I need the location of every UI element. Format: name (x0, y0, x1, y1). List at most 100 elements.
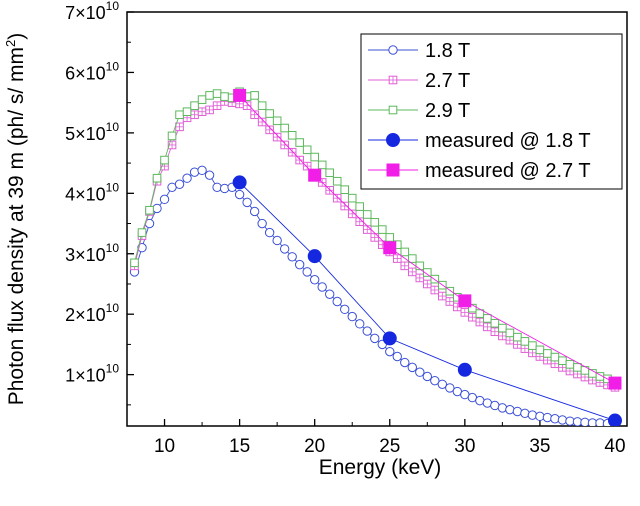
data-point (242, 197, 252, 208)
data-point (512, 406, 523, 417)
data-point (445, 383, 455, 393)
data-point (317, 282, 327, 292)
data-point (190, 110, 199, 120)
data-point (287, 147, 297, 157)
data-point (422, 371, 433, 382)
data-point (205, 91, 214, 100)
data-point (220, 92, 229, 101)
data-point (137, 228, 147, 237)
data-point (175, 122, 184, 132)
data-point (475, 309, 485, 318)
data-point (257, 218, 267, 229)
data-point (505, 335, 515, 345)
data-point (272, 116, 282, 126)
data-point (423, 279, 432, 289)
x-tick-label: 25 (379, 436, 400, 457)
data-point (528, 348, 537, 358)
data-point (182, 173, 192, 183)
data-point (535, 345, 545, 355)
data-point (257, 101, 267, 110)
data-point (475, 317, 485, 327)
data-point (130, 258, 139, 268)
data-point (265, 109, 274, 118)
y-axis-label: Photon flux density at 39 m (ph/ s/ mm2) (3, 33, 28, 406)
axis-ticks: 10 15 20 25 30 35 40 1×1010 2×1010 3×1010 4×1010 5×… (65, 0, 625, 457)
data-point (355, 202, 365, 211)
data-point (608, 376, 622, 390)
data-point (392, 254, 402, 263)
data-point (550, 414, 560, 424)
data-point (385, 233, 395, 242)
legend-swatch-marker (388, 45, 398, 55)
x-tick-label: 15 (229, 436, 250, 457)
series-4 (233, 88, 622, 390)
data-point (340, 185, 350, 194)
data-point (272, 235, 282, 246)
data-point (558, 356, 567, 366)
data-point (430, 375, 440, 386)
data-point (302, 267, 312, 277)
data-point (362, 225, 372, 234)
data-point (400, 247, 410, 257)
data-point (295, 138, 304, 147)
data-point (377, 225, 387, 234)
data-point (212, 101, 222, 110)
data-point (295, 155, 304, 165)
data-point (407, 254, 417, 263)
data-point (232, 175, 247, 190)
data-point (264, 227, 275, 238)
data-point (279, 244, 290, 254)
data-point (287, 252, 297, 262)
data-point (250, 91, 259, 100)
data-point (174, 179, 185, 189)
data-point (415, 273, 425, 283)
data-point (468, 303, 477, 313)
data-point (520, 337, 530, 346)
data-point (205, 105, 214, 115)
x-tick-label: 35 (529, 436, 550, 457)
data-point (332, 176, 342, 186)
data-point (400, 357, 410, 368)
data-point (370, 233, 380, 242)
series-0 (129, 165, 620, 426)
data-point (212, 182, 222, 192)
data-point (382, 331, 397, 346)
data-point (280, 123, 289, 133)
data-point (332, 296, 342, 307)
data-point (505, 328, 515, 338)
data-point (340, 304, 350, 315)
data-point (325, 289, 335, 299)
data-point (189, 167, 200, 177)
legend-label: 2.7 T (425, 70, 470, 92)
data-point (513, 340, 522, 349)
y-tick-label: 3×1010 (65, 241, 119, 265)
data-point (355, 319, 365, 329)
data-point (362, 210, 372, 219)
data-point (272, 132, 282, 142)
data-point (383, 241, 397, 255)
data-point (152, 203, 162, 214)
data-point (233, 88, 247, 102)
data-point (197, 165, 207, 176)
data-point (370, 218, 380, 227)
data-point (415, 367, 425, 377)
data-point (190, 101, 199, 110)
series-line (134, 169, 615, 425)
data-point (325, 168, 335, 178)
y-tick-label: 5×1010 (65, 120, 119, 144)
data-point (490, 327, 500, 337)
data-point (445, 297, 455, 306)
data-point (332, 193, 342, 203)
y-tick-label: 1×1010 (65, 362, 119, 386)
data-point (160, 155, 169, 165)
data-point (468, 312, 477, 322)
y-tick-label: 2×1010 (65, 301, 119, 325)
data-point (145, 205, 154, 215)
legend-label: measured @ 2.7 T (425, 160, 591, 182)
data-point (457, 362, 472, 377)
data-point (347, 193, 357, 203)
data-point (557, 415, 568, 425)
plot-frame (126, 11, 628, 427)
legend-box (360, 33, 623, 190)
